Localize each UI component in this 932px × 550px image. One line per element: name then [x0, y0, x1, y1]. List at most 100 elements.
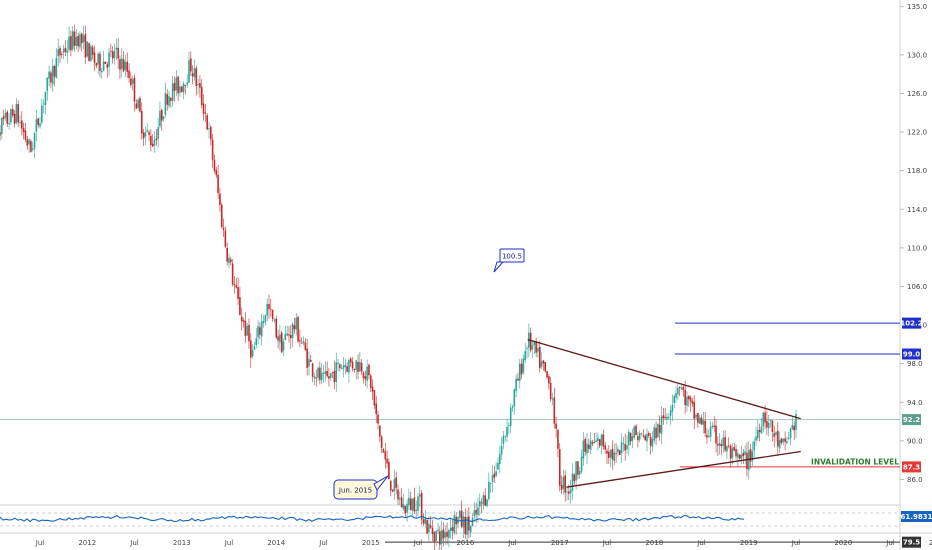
candle-body [291, 323, 294, 338]
candle-body [588, 444, 590, 449]
low-callout: Jun. 2015 [333, 475, 389, 500]
candle-body [19, 121, 21, 123]
candle-body [210, 126, 212, 140]
candle-body [117, 47, 119, 59]
candle-body [755, 436, 757, 441]
candle-body [175, 77, 178, 91]
candle-body [751, 451, 754, 461]
candle-body [219, 193, 221, 205]
candle-body [777, 430, 779, 447]
candle-body [618, 450, 621, 456]
candle-body [433, 532, 436, 543]
candle-body [88, 43, 90, 62]
candle-body [526, 348, 528, 350]
candle-body [697, 412, 699, 423]
candle-body [718, 442, 721, 447]
candle-body [42, 103, 45, 105]
candle-body [260, 321, 263, 337]
candle-body [90, 46, 92, 61]
x-tick-label: Jul [35, 539, 45, 547]
candle-body [480, 502, 483, 504]
candle-body [59, 48, 61, 56]
candle-body [353, 368, 356, 371]
candle-body [93, 52, 96, 63]
y-tick-label: 114.0 [907, 206, 927, 214]
current-price-tag-bg [902, 414, 921, 426]
candle-body [137, 99, 139, 108]
low-price-tag: 79.5 [903, 539, 920, 547]
candle-body [589, 440, 592, 450]
candle-body [509, 407, 512, 426]
candle-body [580, 456, 583, 472]
candle-body [740, 454, 743, 459]
candle-body [200, 86, 203, 105]
candle-body [508, 424, 510, 426]
candle-body [686, 396, 688, 406]
candle-body [504, 435, 507, 437]
x-tick-label: Jul [318, 539, 328, 547]
candle-body [170, 97, 172, 101]
x-tick-label: Jul [413, 539, 423, 547]
candle-body [86, 41, 89, 57]
candle-body [222, 227, 225, 231]
candle-body [195, 68, 198, 87]
candle-body [6, 111, 9, 124]
candle-body [453, 515, 456, 533]
candle-body [573, 474, 576, 482]
candle-body [340, 368, 343, 370]
candle-body [684, 389, 686, 406]
candle-body [226, 247, 228, 262]
candle-body [308, 359, 310, 367]
candle-body [188, 60, 190, 83]
x-tick-label: 2018 [645, 539, 663, 547]
candle-body [235, 285, 238, 288]
y-tick-label: 98.0 [907, 360, 923, 368]
low-price-tag-bg [902, 536, 921, 548]
candle-body [769, 420, 772, 422]
candle-body [411, 499, 414, 511]
candle-body [695, 414, 697, 418]
candle-body [395, 477, 397, 488]
candle-body [602, 434, 605, 447]
candle-body [722, 437, 725, 446]
target-lower-tag-bg [902, 348, 921, 360]
candle-body [2, 116, 5, 120]
candlestick-series [0, 24, 797, 550]
candle-body [404, 505, 407, 514]
candle-body [315, 377, 318, 379]
candle-body [633, 427, 636, 438]
invalidation-price-tag: 87.3 [903, 463, 920, 471]
candle-body [377, 414, 379, 424]
candle-body [464, 516, 467, 535]
candle-body [279, 334, 281, 343]
candle-body [124, 61, 127, 70]
candle-body [638, 433, 641, 440]
candle-body [99, 53, 101, 71]
candle-body [357, 361, 359, 372]
candle-body [284, 333, 287, 341]
candle-body [208, 128, 210, 130]
indicator-value-tag: 61.9831 [901, 513, 932, 521]
candle-body [682, 386, 685, 390]
candle-body [371, 386, 374, 392]
candle-body [106, 64, 109, 68]
candle-body [571, 473, 574, 491]
candle-body [548, 375, 550, 384]
candle-body [477, 507, 479, 516]
candle-body [190, 58, 192, 72]
candle-body [597, 437, 599, 442]
candle-body [533, 341, 536, 346]
candle-body [717, 443, 719, 446]
candle-body [126, 61, 129, 72]
candle-body [299, 340, 301, 342]
candle-body [615, 453, 617, 454]
candle-body [66, 50, 69, 53]
candle-body [726, 446, 728, 452]
candle-body [391, 489, 394, 492]
candle-body [364, 376, 367, 380]
candle-body [150, 135, 152, 145]
y-tick-label: 118.0 [907, 167, 927, 175]
candle-body [269, 309, 272, 311]
candle-body [139, 98, 141, 112]
